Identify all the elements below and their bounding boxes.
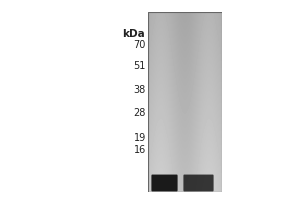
Text: kDa: kDa — [122, 29, 145, 39]
Text: 28: 28 — [134, 108, 146, 118]
Text: 51: 51 — [134, 61, 146, 71]
Text: 16: 16 — [134, 145, 146, 155]
Text: B: B — [185, 29, 192, 39]
FancyBboxPatch shape — [183, 175, 214, 191]
Text: A: A — [160, 29, 168, 39]
Text: 19: 19 — [134, 133, 146, 143]
Text: 70: 70 — [134, 40, 146, 50]
Text: 38: 38 — [134, 85, 146, 95]
FancyBboxPatch shape — [152, 175, 178, 191]
